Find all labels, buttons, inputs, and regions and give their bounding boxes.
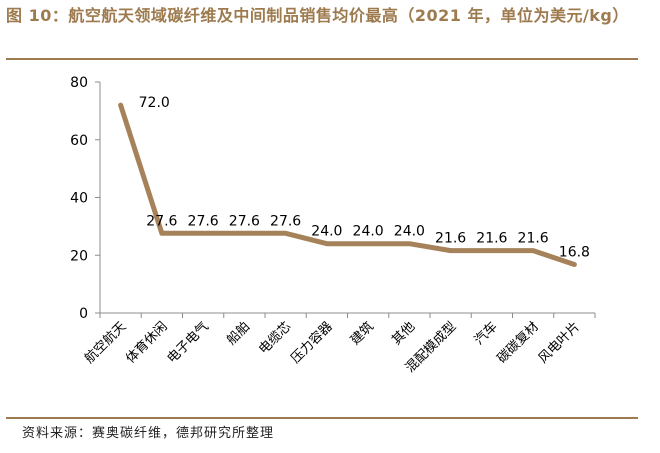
y-tick-label: 80: [70, 75, 88, 91]
data-label: 24.0: [311, 224, 342, 240]
source-note: 资料来源：赛奥碳纤维，德邦研究所整理: [22, 426, 275, 441]
data-label: 21.6: [476, 231, 507, 247]
x-category-label: 其他: [389, 319, 418, 348]
y-tick-label: 60: [70, 133, 88, 149]
x-category-label: 风电叶片: [536, 319, 583, 366]
data-label: 27.6: [229, 213, 260, 229]
x-category-label: 体育休闲: [123, 319, 171, 367]
chart-axes: 0 20 40 60 80: [70, 75, 596, 322]
x-category-label: 船舶: [223, 319, 253, 349]
y-tick-label: 20: [70, 248, 88, 264]
source-divider: [6, 417, 638, 419]
data-label: 27.6: [146, 213, 177, 229]
line-chart: 0 20 40 60 80 72.0 27.6 27.6 27.6 27.6 24.0 24.0 24…: [70, 75, 596, 376]
y-tick-label: 40: [70, 191, 88, 207]
data-label: 27.6: [270, 213, 301, 229]
x-category-label: 汽车: [471, 319, 501, 349]
x-category-label: 建筑: [347, 319, 377, 349]
x-category-label: 航空航天: [81, 319, 129, 367]
title-divider: [6, 58, 638, 60]
y-tick-label: 0: [79, 306, 88, 322]
data-label: 16.8: [559, 244, 590, 260]
chart-data-labels: 72.0 27.6 27.6 27.6 27.6 24.0 24.0 24.0 21.6 21.6…: [139, 95, 590, 260]
data-label: 27.6: [188, 213, 219, 229]
series-line: [118, 102, 577, 267]
data-label: 24.0: [394, 224, 425, 240]
x-category-label: 电子电气: [164, 319, 212, 367]
chart-title: 图 10：航空航天领域碳纤维及中间制品销售均价最高（2021 年，单位为美元/k…: [6, 6, 629, 25]
x-category-label: 碳碳复材: [495, 319, 542, 366]
data-label: 21.6: [435, 231, 466, 247]
data-label: 21.6: [518, 231, 549, 247]
x-category-label: 电缆芯: [256, 319, 295, 358]
data-label: 72.0: [139, 95, 170, 111]
data-label: 24.0: [353, 224, 384, 240]
chart-series: [118, 102, 577, 267]
x-category-label: 压力容器: [288, 319, 336, 367]
